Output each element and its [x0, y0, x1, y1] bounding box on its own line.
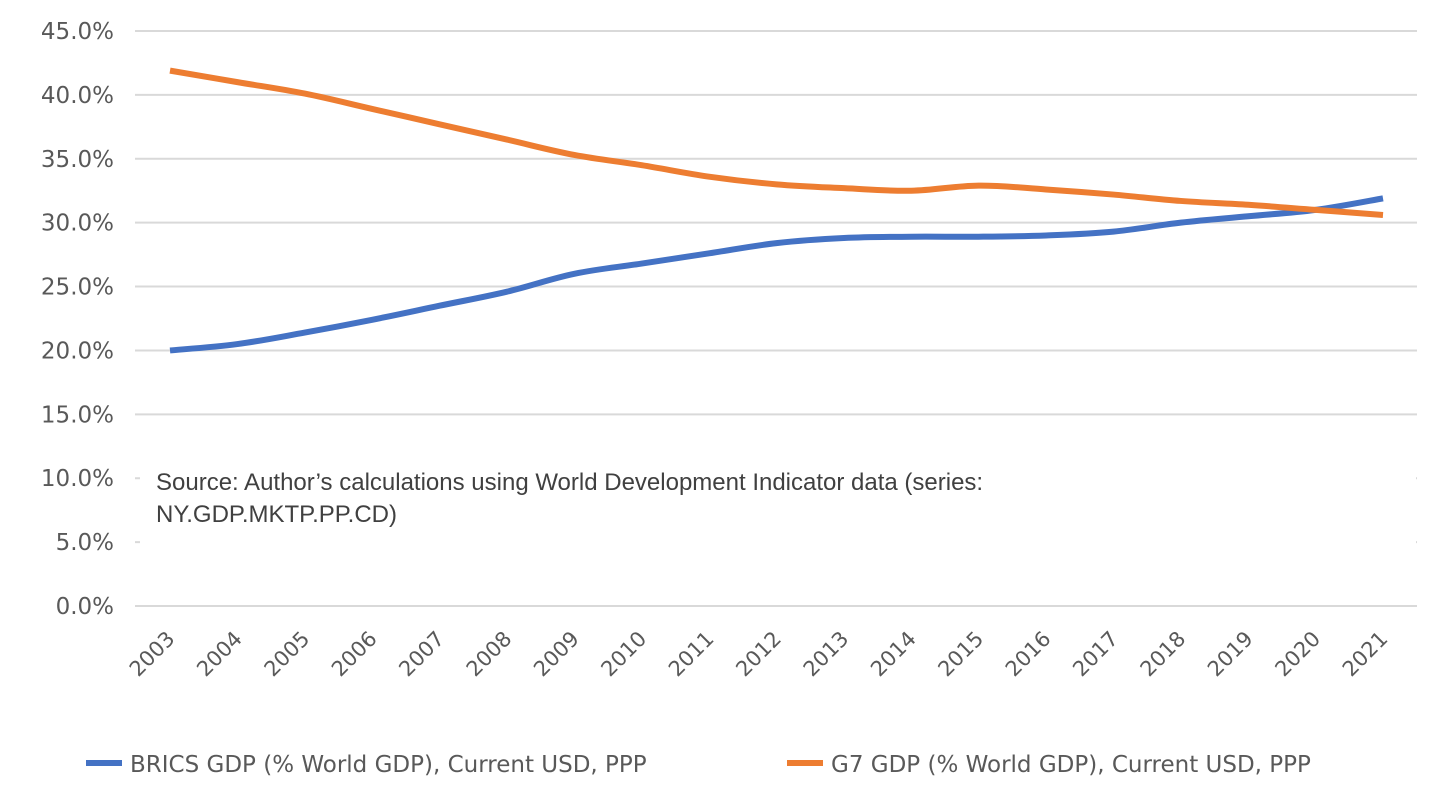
- x-tick-label: 2008: [462, 627, 517, 682]
- y-axis-tick-labels: 0.0% 5.0% 10.0% 15.0% 20.0% 25.0% 30.0% 35.0% 40…: [41, 19, 114, 620]
- x-tick-label: 2014: [866, 627, 921, 682]
- y-tick-label: 40.0%: [41, 83, 114, 109]
- y-tick-label: 10.0%: [41, 466, 114, 492]
- source-note-line-1: Source: Author’s calculations using Worl…: [156, 469, 983, 496]
- x-tick-label: 2020: [1270, 627, 1325, 682]
- x-tick-label: 2004: [192, 627, 247, 682]
- y-tick-label: 30.0%: [41, 211, 114, 237]
- y-tick-label: 35.0%: [41, 147, 114, 173]
- legend-item-g7: G7 GDP (% World GDP), Current USD, PPP: [787, 752, 1311, 778]
- x-tick-label: 2013: [799, 627, 854, 682]
- x-tick-label: 2017: [1068, 627, 1123, 682]
- legend-label-g7: G7 GDP (% World GDP), Current USD, PPP: [831, 752, 1311, 778]
- legend-swatch-g7: [787, 760, 823, 766]
- series-line-g7: [169, 67, 1384, 218]
- x-axis-tick-labels: 2003 2004 2005 2006 2007 2008 2009 2010 2011 2012…: [125, 627, 1393, 682]
- x-tick-label: 2019: [1203, 627, 1258, 682]
- y-tick-label: 25.0%: [41, 275, 114, 301]
- x-tick-label: 2015: [933, 627, 988, 682]
- x-tick-label: 2005: [260, 627, 315, 682]
- source-note-line-2: NY.GDP.MKTP.PP.CD): [156, 501, 397, 528]
- legend: BRICS GDP (% World GDP), Current USD, PP…: [86, 752, 1311, 778]
- y-tick-label: 0.0%: [56, 594, 114, 620]
- x-tick-label: 2009: [529, 627, 584, 682]
- x-tick-label: 2007: [394, 627, 449, 682]
- x-tick-label: 2016: [1001, 627, 1056, 682]
- x-tick-label: 2003: [125, 627, 180, 682]
- series-lines: [169, 67, 1384, 354]
- source-note: Source: Author’s calculations using Worl…: [156, 469, 990, 528]
- y-tick-label: 20.0%: [41, 338, 114, 364]
- x-tick-label: 2011: [664, 627, 719, 682]
- legend-swatch-brics: [86, 760, 122, 766]
- y-tick-label: 45.0%: [41, 19, 114, 45]
- x-tick-label: 2018: [1136, 627, 1191, 682]
- y-tick-label: 5.0%: [56, 530, 114, 556]
- series-line-brics: [169, 195, 1384, 354]
- x-tick-label: 2010: [596, 627, 651, 682]
- y-tick-label: 15.0%: [41, 402, 114, 428]
- x-tick-label: 2012: [731, 627, 786, 682]
- legend-label-brics: BRICS GDP (% World GDP), Current USD, PP…: [130, 752, 647, 778]
- legend-item-brics: BRICS GDP (% World GDP), Current USD, PP…: [86, 752, 647, 778]
- x-tick-label: 2021: [1338, 627, 1393, 682]
- source-note-box: [140, 440, 1416, 572]
- x-tick-label: 2006: [327, 627, 382, 682]
